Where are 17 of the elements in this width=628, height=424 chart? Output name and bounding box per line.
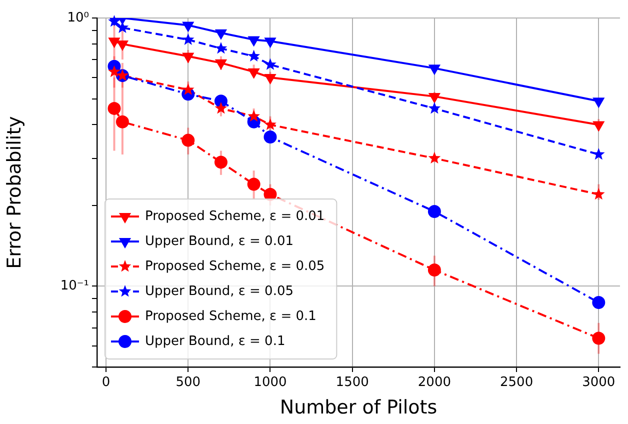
legend-label: Upper Bound, ε = 0.05 xyxy=(145,284,294,299)
legend-label: Upper Bound, ε = 0.01 xyxy=(145,234,294,249)
x-tick-label: 500 xyxy=(176,375,201,390)
legend-label: Upper Bound, ε = 0.1 xyxy=(145,334,286,349)
legend-label: Proposed Scheme, ε = 0.05 xyxy=(145,258,325,274)
x-tick-label: 2000 xyxy=(418,375,451,390)
y-tick-label: 10⁰ xyxy=(67,10,89,26)
legend-label: Proposed Scheme, ε = 0.1 xyxy=(145,308,316,324)
x-tick-label: 1500 xyxy=(336,375,369,390)
x-tick-label: 2500 xyxy=(500,375,534,390)
y-tick-label: 10⁻¹ xyxy=(60,278,89,294)
legend-label: Proposed Scheme, ε = 0.01 xyxy=(145,208,325,224)
x-tick-label: 0 xyxy=(102,375,110,390)
x-tick-label: 1000 xyxy=(254,375,287,390)
y-axis-title: Error Probability xyxy=(3,116,26,269)
x-axis-title: Number of Pilots xyxy=(280,396,438,419)
x-tick-label: 3000 xyxy=(582,375,616,390)
